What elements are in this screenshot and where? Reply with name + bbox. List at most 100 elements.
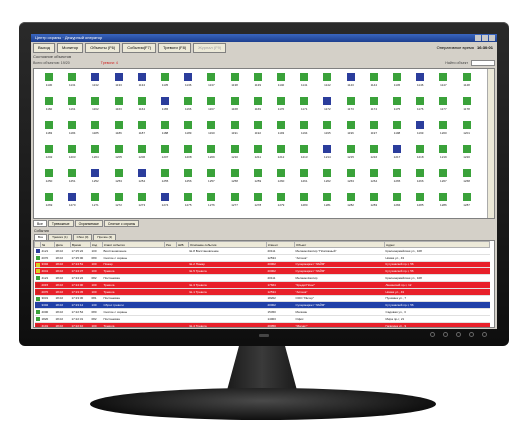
object-tile[interactable]: 1175 xyxy=(388,97,406,121)
object-tile[interactable]: 1283 xyxy=(365,193,383,217)
object-tile[interactable]: 1254 xyxy=(133,169,151,193)
object-tile[interactable]: 1260 xyxy=(272,169,290,193)
object-tile[interactable]: 1187 xyxy=(133,121,151,145)
object-tile[interactable]: 1286 xyxy=(434,193,452,217)
tab-alarm[interactable]: Тревожные xyxy=(47,220,74,227)
object-tile[interactable]: 1166 xyxy=(179,97,197,121)
object-tile[interactable]: 1169 xyxy=(249,97,267,121)
tab-all[interactable]: Все xyxy=(33,220,47,227)
object-tile[interactable]: 1211 xyxy=(249,145,267,169)
object-tile[interactable]: 1138 xyxy=(226,73,244,97)
object-tile[interactable]: 1268 xyxy=(458,169,476,193)
object-tile[interactable]: 1209 xyxy=(202,145,220,169)
object-tile[interactable]: 1133 xyxy=(110,73,128,97)
object-tile[interactable]: 1189 xyxy=(179,121,197,145)
object-tile[interactable]: 1168 xyxy=(226,97,244,121)
close-button[interactable] xyxy=(489,35,495,41)
object-tile[interactable]: 1188 xyxy=(156,121,174,145)
object-tile[interactable]: 1217 xyxy=(388,145,406,169)
table-row[interactable]: 2015 18.02 17:24:00 100 Тревога Ш-3 Тревога 17… xyxy=(34,281,490,289)
object-tile[interactable]: 1164 xyxy=(133,97,151,121)
object-tile[interactable]: 1275 xyxy=(179,193,197,217)
table-row[interactable]: 3302 18.02 17:24:51 100 Пожар Ш-2 Пожар 20002 С… xyxy=(34,261,490,269)
object-tile[interactable]: 1203 xyxy=(63,145,81,169)
object-tile[interactable]: 1208 xyxy=(179,145,197,169)
object-tile[interactable]: 1250 xyxy=(40,169,58,193)
table-row[interactable]: 2070 18.02 17:23:45 100 Тревога Ш-1 Тревога 12… xyxy=(34,288,490,296)
object-tile[interactable]: 1145 xyxy=(388,73,406,97)
object-tile[interactable]: 1251 xyxy=(63,169,81,193)
object-tile[interactable]: 1163 xyxy=(110,97,128,121)
object-tile[interactable]: 1172 xyxy=(318,97,336,121)
object-tile[interactable]: 1190 xyxy=(202,121,220,145)
object-tile[interactable]: 1142 xyxy=(318,73,336,97)
table-row[interactable]: 3302 18.02 17:23:12 130 Сброс тревоги 20002 Су… xyxy=(34,301,490,310)
object-tile[interactable]: 1196 xyxy=(342,121,360,145)
object-tile[interactable]: 1200 xyxy=(434,121,452,145)
object-tile[interactable]: 1171 xyxy=(295,97,313,121)
object-tile[interactable]: 1207 xyxy=(156,145,174,169)
object-tile[interactable]: 1213 xyxy=(295,145,313,169)
object-tile[interactable]: 1130 xyxy=(40,73,58,97)
object-tile[interactable]: 1184 xyxy=(63,121,81,145)
object-tile[interactable]: 1205 xyxy=(110,145,128,169)
object-tile[interactable]: 1140 xyxy=(272,73,290,97)
object-tile[interactable]: 1267 xyxy=(434,169,452,193)
object-tile[interactable]: 1215 xyxy=(342,145,360,169)
object-tile[interactable]: 1148 xyxy=(458,73,476,97)
exit-button[interactable]: Выход xyxy=(33,43,55,53)
table-row[interactable]: 1820 18.02 17:22:31 082 Постановка 14003 Офис М… xyxy=(34,315,490,323)
journal-button[interactable]: Журнал (F9) xyxy=(193,43,227,53)
object-tile[interactable]: 1192 xyxy=(249,121,267,145)
object-tile[interactable]: 1139 xyxy=(249,73,267,97)
object-tile[interactable]: 1264 xyxy=(365,169,383,193)
search-input[interactable] xyxy=(471,60,495,66)
table-row[interactable]: 4121 18.02 17:25:22 100 Восстановление Ш-8 Во… xyxy=(34,247,490,255)
table-row[interactable]: 2070 18.02 17:25:00 080 Снятие с охраны 12534… xyxy=(34,254,490,262)
object-tile[interactable]: 1285 xyxy=(411,193,429,217)
object-tile[interactable]: 1178 xyxy=(458,97,476,121)
maximize-button[interactable] xyxy=(482,35,488,41)
object-tile[interactable]: 1162 xyxy=(86,97,104,121)
object-tile[interactable]: 1277 xyxy=(226,193,244,217)
table-row[interactable]: 4041 18.02 17:24:37 100 Тревога Ш-5 Тревога 20… xyxy=(34,267,490,276)
object-tile[interactable]: 1174 xyxy=(365,97,383,121)
events-button[interactable]: События(F7) xyxy=(122,43,157,53)
monitor-input-button[interactable] xyxy=(469,332,474,337)
column-header[interactable]: Адрес xyxy=(384,241,490,248)
minimize-button[interactable] xyxy=(475,35,481,41)
object-tile[interactable]: 1263 xyxy=(342,169,360,193)
object-tile[interactable]: 1161 xyxy=(63,97,81,121)
object-tile[interactable]: 1214 xyxy=(318,145,336,169)
object-tile[interactable]: 1219 xyxy=(434,145,452,169)
object-tile[interactable]: 1255 xyxy=(156,169,174,193)
object-tile[interactable]: 1206 xyxy=(133,145,151,169)
object-tile[interactable]: 1280 xyxy=(295,193,313,217)
object-tile[interactable]: 1146 xyxy=(411,73,429,97)
object-tile[interactable]: 1137 xyxy=(202,73,220,97)
table-row[interactable]: 4101 18.02 17:22:10 100 Тревога Ш-4 Тревога 20… xyxy=(34,322,490,327)
monitor-menu-button[interactable] xyxy=(430,332,435,337)
object-tile[interactable]: 1131 xyxy=(63,73,81,97)
object-tile[interactable]: 1220 xyxy=(458,145,476,169)
object-tile[interactable]: 1261 xyxy=(295,169,313,193)
object-tile[interactable]: 1186 xyxy=(110,121,128,145)
object-tile[interactable]: 1193 xyxy=(272,121,290,145)
object-tile[interactable]: 1141 xyxy=(295,73,313,97)
objects-button[interactable]: Объекты (F6) xyxy=(85,43,121,53)
object-tile[interactable]: 1195 xyxy=(318,121,336,145)
object-tile[interactable]: 1198 xyxy=(388,121,406,145)
object-tile[interactable]: 1258 xyxy=(226,169,244,193)
object-tile[interactable]: 1202 xyxy=(40,145,58,169)
object-tile[interactable]: 1165 xyxy=(156,97,174,121)
monitor-button[interactable]: Монитор xyxy=(56,43,84,53)
object-tile[interactable]: 1262 xyxy=(318,169,336,193)
object-tile[interactable]: 1216 xyxy=(365,145,383,169)
object-tile[interactable]: 1197 xyxy=(365,121,383,145)
table-row[interactable]: 4000 18.02 17:22:54 080 Снятие с охраны 15450… xyxy=(34,308,490,316)
object-tile[interactable]: 1269 xyxy=(40,193,58,217)
table-row[interactable]: 3031 18.02 17:23:30 081 Постановка 18202 ООО "… xyxy=(34,295,490,303)
object-tile[interactable]: 1176 xyxy=(411,97,429,121)
object-tile[interactable]: 1135 xyxy=(156,73,174,97)
object-tile[interactable]: 1199 xyxy=(411,121,429,145)
